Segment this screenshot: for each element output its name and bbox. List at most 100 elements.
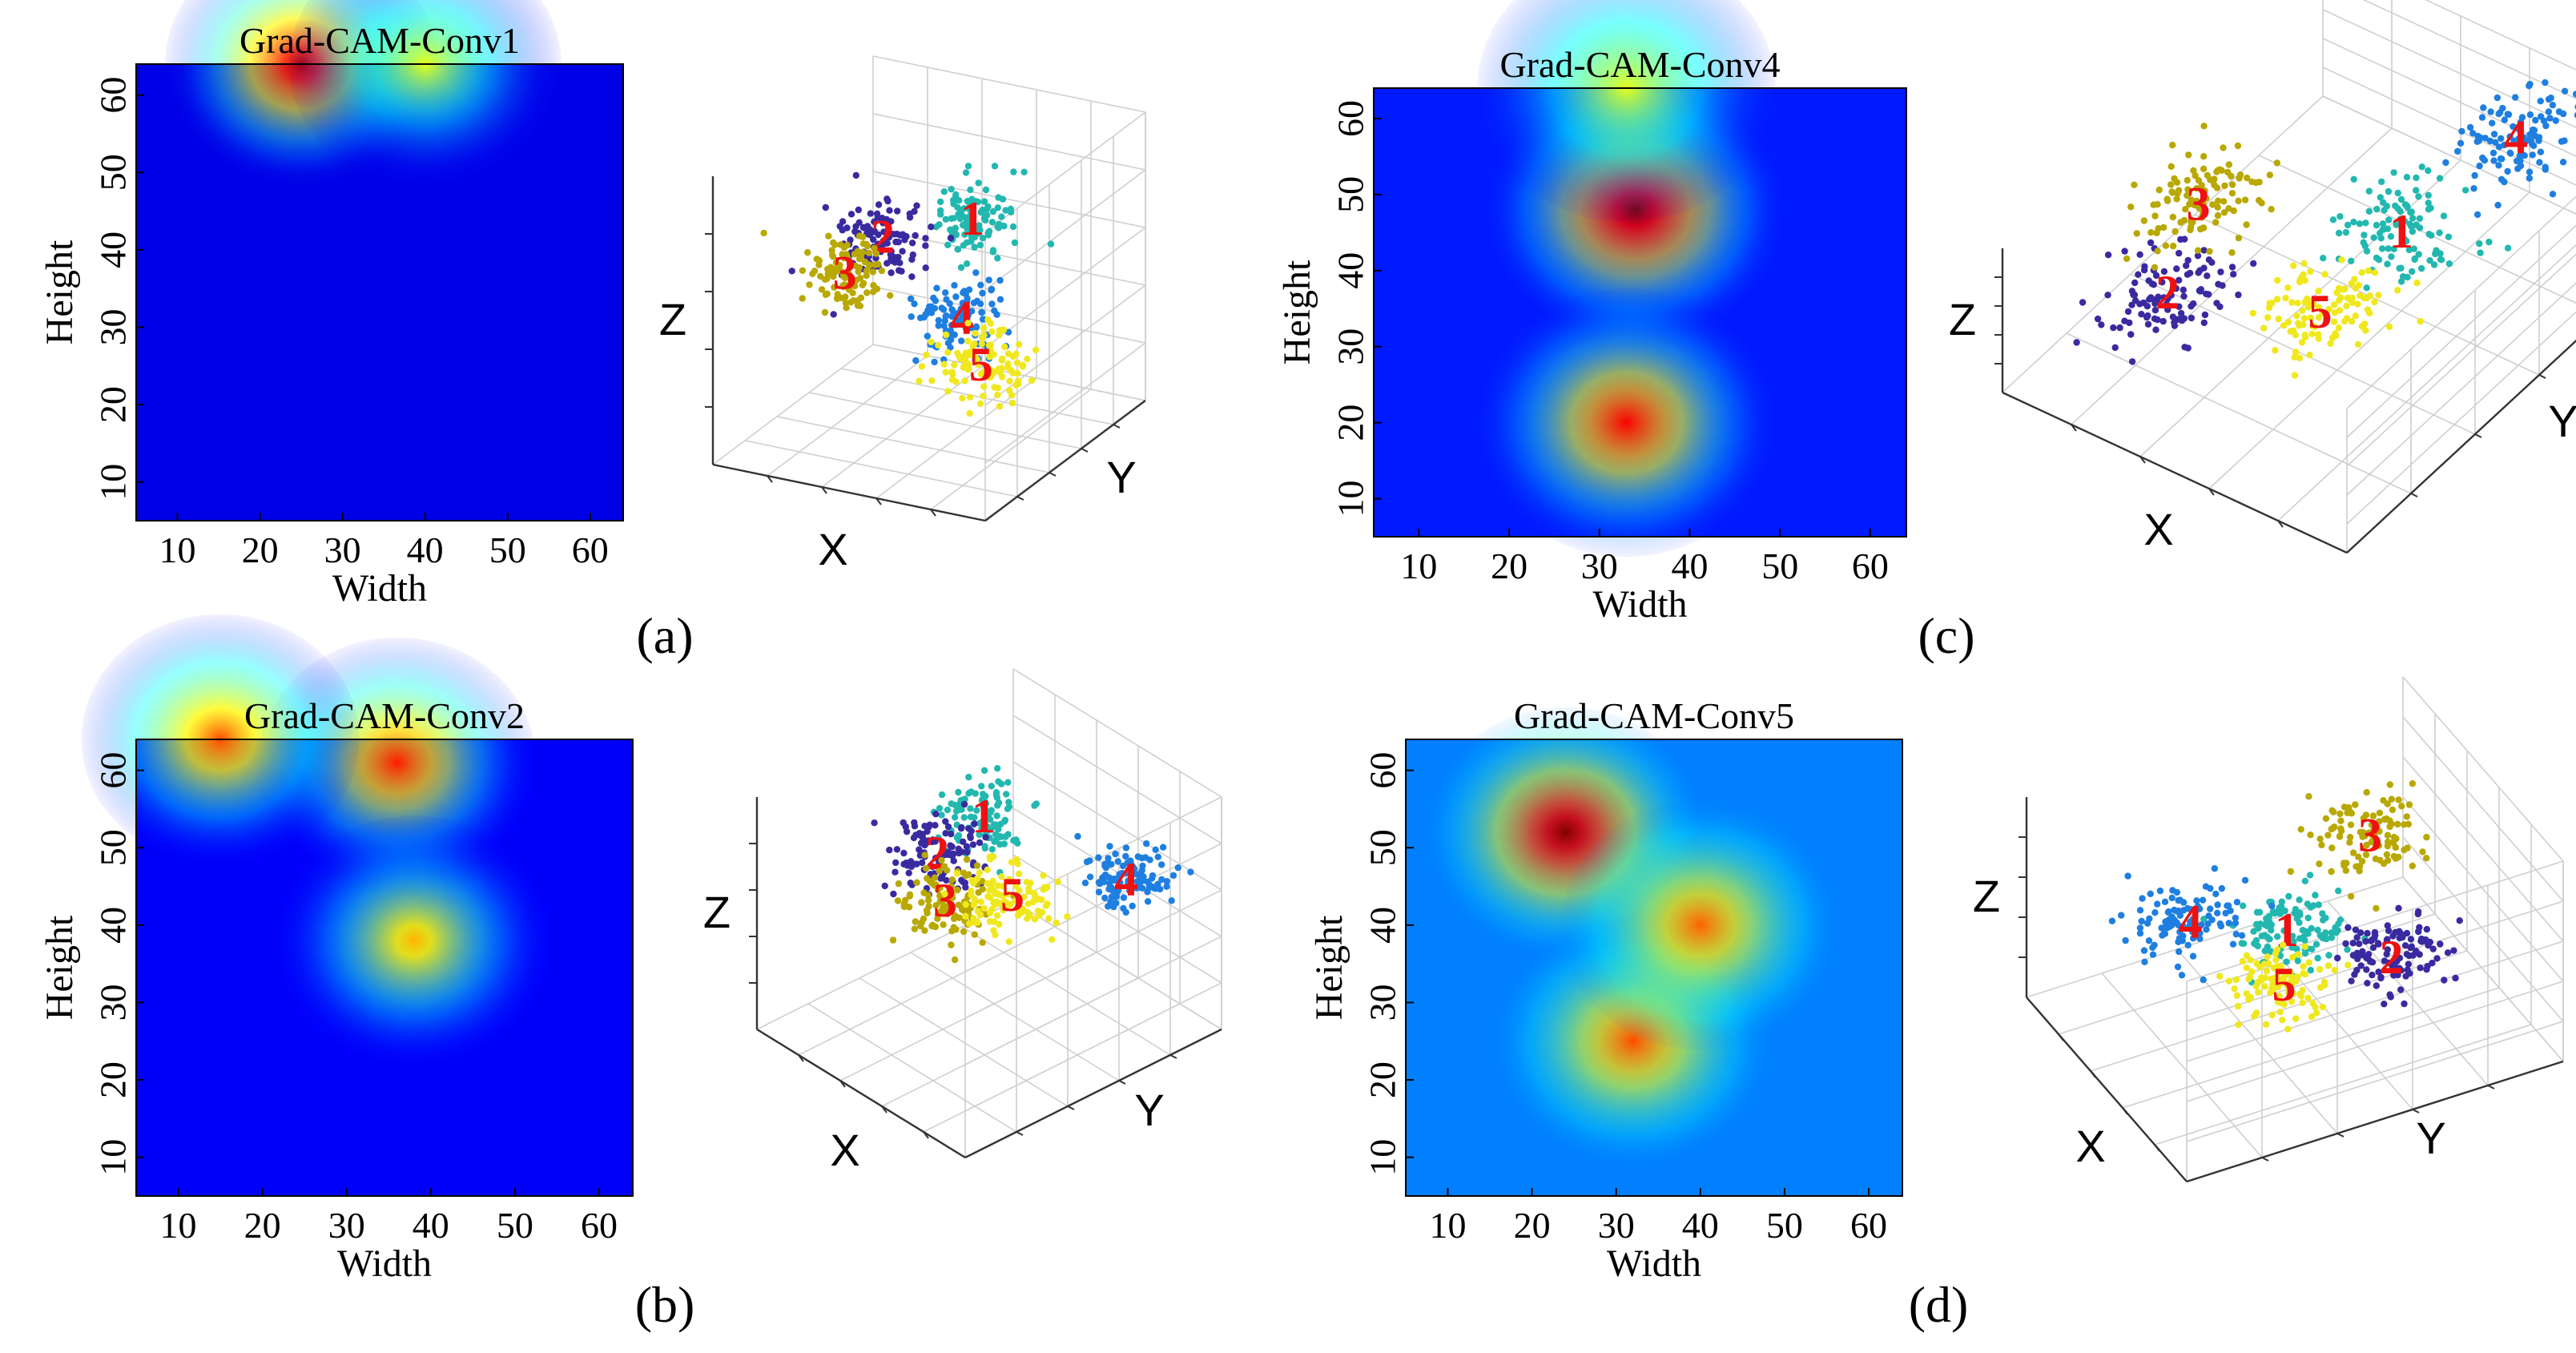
cluster-point xyxy=(2079,299,2087,306)
cluster-point xyxy=(2433,955,2441,962)
x-tick-label: 40 xyxy=(407,530,444,570)
cluster-point xyxy=(1000,906,1007,914)
cluster-point xyxy=(2243,952,2251,960)
cluster-3: 3 xyxy=(2123,123,2280,271)
cluster-point xyxy=(2559,159,2567,166)
cluster-point xyxy=(2173,888,2180,896)
cluster-point xyxy=(1117,879,1124,887)
cluster-point xyxy=(950,200,957,207)
cluster-point xyxy=(2220,198,2228,205)
cluster-point xyxy=(2426,257,2433,264)
cluster-point xyxy=(2330,824,2337,832)
cluster-point xyxy=(2307,966,2314,974)
cluster-point xyxy=(2339,286,2346,293)
scatter3d-panel-4: X Y Z 12 3 4 5 xyxy=(1973,676,2564,1183)
cluster-point xyxy=(2366,956,2373,964)
cluster-point xyxy=(2180,286,2187,294)
cluster-point xyxy=(2342,867,2349,875)
cluster-point xyxy=(2526,168,2534,175)
cluster-point xyxy=(911,925,919,932)
cluster-point xyxy=(2271,974,2278,982)
cluster-point xyxy=(859,248,867,256)
cluster-point xyxy=(957,209,964,216)
cluster-point xyxy=(825,232,832,240)
cluster-point xyxy=(996,296,1004,303)
cluster-point xyxy=(991,163,999,170)
y-axis-label: Y xyxy=(1106,452,1136,502)
cluster-point xyxy=(928,223,935,231)
cluster-point xyxy=(829,252,837,260)
cluster-point xyxy=(2373,904,2380,912)
cluster-point xyxy=(2266,171,2273,179)
grid-line xyxy=(2346,311,2576,525)
cluster-point xyxy=(984,203,992,211)
cluster-point xyxy=(2357,929,2365,936)
cluster-point xyxy=(2291,909,2298,917)
y-tick-label: 60 xyxy=(93,752,134,789)
cluster-point xyxy=(2380,797,2387,804)
grid-line xyxy=(2002,95,2324,393)
axis-tick xyxy=(2538,374,2546,379)
cluster-label: 4 xyxy=(950,292,974,344)
cluster-point xyxy=(2108,917,2116,924)
cluster-point xyxy=(2408,943,2415,950)
cluster-point xyxy=(1107,898,1114,905)
cluster-point xyxy=(986,909,994,916)
cluster-point xyxy=(972,269,980,276)
cluster-point xyxy=(1134,853,1142,860)
cluster-point xyxy=(976,839,984,847)
cluster-point xyxy=(1169,872,1177,880)
cluster-point xyxy=(964,337,972,344)
cluster-point xyxy=(2334,954,2341,962)
cluster-point xyxy=(966,920,973,928)
cluster-point xyxy=(2196,929,2204,937)
cluster-point xyxy=(2225,161,2232,168)
cluster-point xyxy=(811,268,819,275)
cluster-point xyxy=(895,253,902,261)
cluster-point xyxy=(2201,311,2209,319)
cluster-point xyxy=(2384,225,2391,232)
cluster-point xyxy=(2373,982,2380,989)
heatmap-panel-4: 10 20 30 40 50 60 10 20 30 40 50 60 Grad-CAM-Conv5 Wi… xyxy=(1308,695,1903,1285)
cluster-point xyxy=(2262,1021,2270,1029)
cluster-point xyxy=(2194,903,2201,910)
cluster-point xyxy=(961,879,969,887)
cluster-point xyxy=(2307,832,2314,839)
grid-line xyxy=(2322,9,2576,128)
cluster-point xyxy=(1054,878,1061,886)
cluster-point xyxy=(2239,957,2246,965)
cluster-1: 1 xyxy=(932,163,1055,272)
cluster-point xyxy=(928,303,935,310)
cluster-point xyxy=(2306,352,2313,359)
cluster-point xyxy=(2176,928,2184,936)
cluster-point xyxy=(2373,823,2381,832)
grid-line xyxy=(2425,0,2576,70)
cluster-point xyxy=(2385,959,2393,967)
cluster-label: 3 xyxy=(2187,178,2211,231)
cluster-point xyxy=(2392,202,2399,210)
cluster-point xyxy=(966,409,973,417)
cluster-point xyxy=(2546,115,2554,122)
cluster-point xyxy=(967,813,975,820)
cluster-point xyxy=(2397,986,2405,993)
cluster-point xyxy=(2266,300,2273,307)
cluster-label: 1 xyxy=(972,790,996,843)
cluster-point xyxy=(2104,252,2112,259)
cluster-point xyxy=(831,284,838,291)
cluster-point xyxy=(2493,94,2501,102)
cluster-point xyxy=(2442,159,2449,167)
cluster-point xyxy=(1163,878,1171,885)
cluster-point xyxy=(2358,269,2365,276)
cluster-point xyxy=(994,802,1001,809)
cluster-point xyxy=(2517,162,2525,170)
cluster-point xyxy=(2352,801,2359,808)
cluster-point xyxy=(895,880,903,888)
cluster-point xyxy=(1144,898,1152,905)
cluster-point xyxy=(928,377,936,385)
cluster-point xyxy=(854,248,862,255)
cluster-point xyxy=(955,845,962,852)
cluster-4: 4 xyxy=(2108,865,2276,984)
axis-tick xyxy=(1169,1054,1177,1059)
cluster-point xyxy=(2110,324,2117,332)
cluster-point xyxy=(1004,805,1012,812)
